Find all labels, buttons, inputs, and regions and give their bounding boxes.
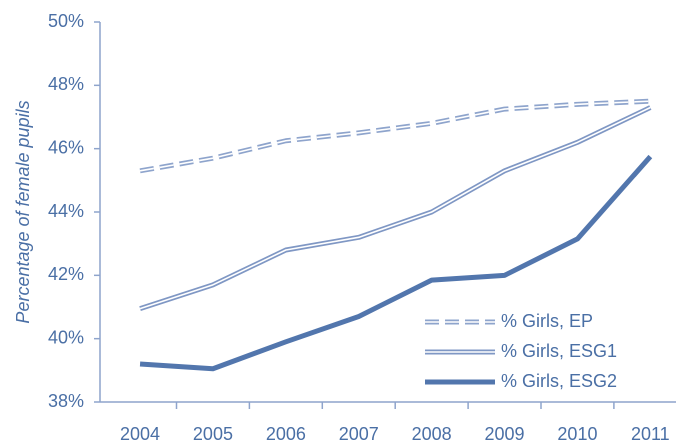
x-tick-label: 2005 <box>193 424 233 444</box>
y-tick-label: 38% <box>48 391 84 411</box>
legend-label: % Girls, ESG2 <box>501 371 617 391</box>
y-tick-label: 48% <box>48 74 84 94</box>
y-tick-label: 44% <box>48 201 84 221</box>
x-tick-label: 2007 <box>339 424 379 444</box>
legend-label: % Girls, ESG1 <box>501 341 617 361</box>
x-tick-label: 2010 <box>557 424 597 444</box>
y-tick-label: 50% <box>48 11 84 31</box>
x-tick-label: 2006 <box>266 424 306 444</box>
y-tick-label: 46% <box>48 137 84 157</box>
x-tick-label: 2004 <box>120 424 160 444</box>
series-line <box>139 98 651 174</box>
series-line <box>139 154 653 372</box>
x-tick-label: 2011 <box>631 424 670 444</box>
y-axis-label: Percentage of female pupils <box>13 100 33 323</box>
legend-label: % Girls, EP <box>501 311 593 331</box>
x-tick-label: 2009 <box>485 424 525 444</box>
series-line <box>139 105 652 311</box>
x-tick-label: 2008 <box>412 424 452 444</box>
y-tick-label: 42% <box>48 264 84 284</box>
series-line-inner <box>139 106 651 310</box>
series-line-inner <box>139 100 651 172</box>
y-tick-label: 40% <box>48 327 84 347</box>
